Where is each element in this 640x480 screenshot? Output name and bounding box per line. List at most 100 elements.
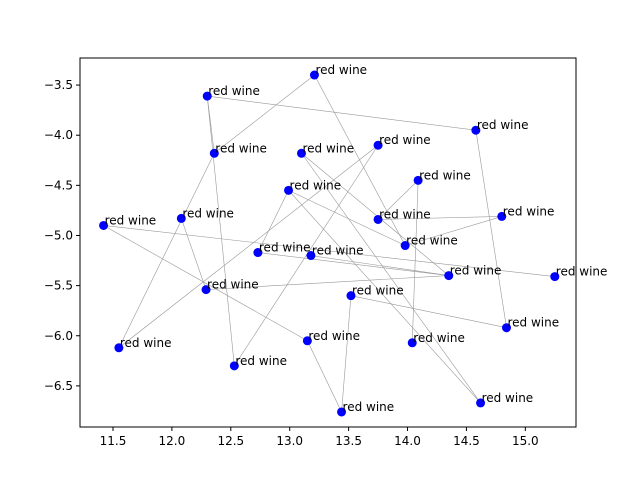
edge-line [257,252,449,276]
data-point [497,211,507,221]
data-point-label: red wine [105,213,157,227]
data-point [501,323,511,333]
edge-line [301,153,481,404]
data-point-label: red wine [379,133,431,147]
data-point [471,125,481,135]
edge-layer [103,74,555,413]
data-point-label: red wine [215,141,267,155]
data-point-label: red wine [406,234,458,248]
edge-line [377,180,419,220]
data-point [302,336,312,346]
y-tick-label: −5.0 [44,228,73,242]
data-point [176,213,186,223]
data-point [229,361,239,371]
edge-line [118,153,215,348]
y-tick-label: −6.0 [44,329,73,343]
x-tick-label: 11.5 [100,434,127,448]
data-point [337,407,347,417]
edge-line [257,190,289,253]
data-point [373,140,383,150]
plot-frame [79,57,577,428]
edge-line [378,216,502,220]
y-axis: −3.5 −4.0 −4.5 −5.0 −5.5 −6.0 −6.5 [44,78,80,393]
x-tick-label: 13.0 [276,434,303,448]
x-tick-label: 13.5 [335,434,362,448]
data-point-label: red wine [343,400,395,414]
y-tick-label: −4.5 [44,178,73,192]
data-point [346,291,356,301]
y-tick-label: −4.0 [44,128,73,142]
edge-line [405,216,502,246]
edge-line [288,190,406,246]
data-point-label: red wine [556,265,608,279]
data-point [284,185,294,195]
data-point-label: red wine [419,168,471,182]
y-tick-label: −5.5 [44,279,73,293]
edge-line [310,255,449,276]
x-axis: 11.5 12.0 12.5 13.0 13.5 14.0 14.5 15.0 [100,427,539,448]
data-point [413,175,423,185]
data-point [201,285,211,295]
data-point-label: red wine [208,84,260,98]
data-point-label: red wine [503,204,555,218]
data-point-label: red wine [182,206,234,220]
data-point-label: red wine [308,329,360,343]
data-point-label: red wine [302,141,354,155]
edge-line [234,145,379,366]
x-tick-label: 12.5 [217,434,244,448]
point-layer [99,70,560,417]
data-point-label: red wine [507,316,559,330]
edge-line [307,340,342,413]
data-point-label: red wine [450,264,502,278]
edge-line [118,145,379,349]
data-point-label: red wine [312,244,364,258]
edge-line [411,180,419,343]
edge-line [103,225,555,277]
edge-line [103,225,308,342]
data-point [309,70,319,80]
edge-line [341,295,352,412]
data-point [407,338,417,348]
edge-line [206,275,449,290]
data-point-label: red wine [259,241,311,255]
y-tick-label: −6.5 [44,379,73,393]
data-point [444,271,454,281]
edge-line [301,153,449,276]
data-point [550,272,560,282]
data-point-label: red wine [235,354,287,368]
y-tick-label: −3.5 [44,78,73,92]
data-point [296,148,306,158]
data-point [209,148,219,158]
data-point [373,214,383,224]
data-point [99,220,109,230]
x-tick-label: 14.0 [394,434,421,448]
x-tick-label: 15.0 [512,434,539,448]
edge-line [350,295,507,329]
edge-line [181,218,207,290]
data-point [253,248,263,258]
edge-line [207,95,476,131]
data-point [114,343,124,353]
edge-line [314,74,406,246]
data-point-label: red wine [482,391,534,405]
data-point-label: red wine [413,331,465,345]
data-point-label: red wine [290,178,342,192]
edge-line [206,96,235,366]
x-tick-label: 14.5 [453,434,480,448]
data-point-label: red wine [120,336,172,350]
data-point [202,91,212,101]
data-point-label: red wine [315,63,367,77]
data-point-label: red wine [379,207,431,221]
data-point-label: red wine [207,278,259,292]
data-point-label: red wine [477,118,529,132]
data-point [306,251,316,261]
data-point-label: red wine [352,284,404,298]
edge-line [288,190,481,404]
edge-line [214,74,315,154]
data-point [476,398,486,408]
data-point [400,241,410,251]
edge-line [475,130,507,328]
